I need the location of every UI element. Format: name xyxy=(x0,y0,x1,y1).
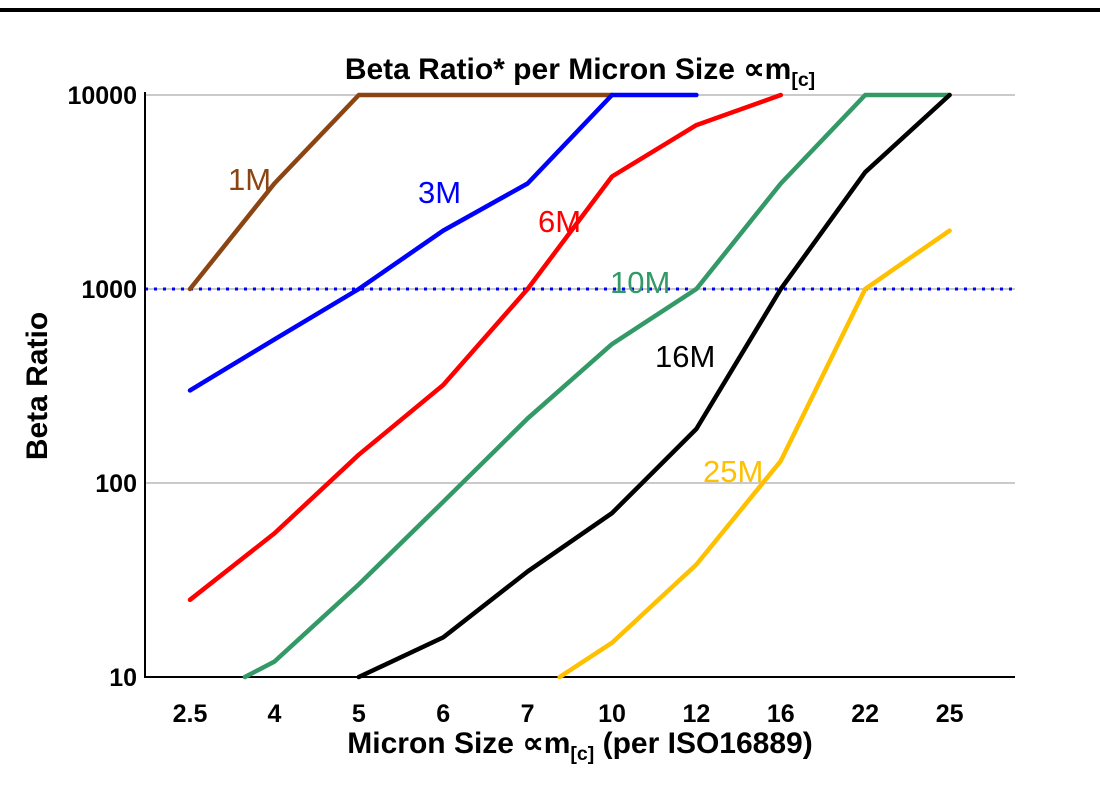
x-tick-label-16: 16 xyxy=(767,700,795,728)
x-tick-label-10: 10 xyxy=(598,700,626,728)
x-axis-label-post: (per ISO16889) xyxy=(594,727,813,760)
x-tick-label-6: 6 xyxy=(436,700,450,728)
chart-title-text: Beta Ratio* per Micron Size ∝m xyxy=(344,53,792,86)
x-tick-label-5: 5 xyxy=(352,700,366,728)
x-axis-label-subscript: [c] xyxy=(570,743,595,765)
series-label-3M: 3M xyxy=(418,175,461,210)
x-tick-label-2.5: 2.5 xyxy=(173,700,208,728)
series-line-1M xyxy=(187,92,615,292)
y-tick-label-1000: 1000 xyxy=(81,276,137,304)
series-label-10M: 10M xyxy=(610,265,670,300)
y-tick-label-10000: 10000 xyxy=(67,82,137,110)
x-tick-label-22: 22 xyxy=(851,700,879,728)
series-line-3M xyxy=(187,92,699,393)
series-label-1M: 1M xyxy=(228,162,271,197)
x-tick-label-7: 7 xyxy=(521,700,535,728)
series-line-10M xyxy=(242,92,952,680)
chart-title-subscript: [c] xyxy=(791,69,816,91)
series-label-16M: 16M xyxy=(655,339,715,374)
x-tick-label-25: 25 xyxy=(936,700,964,728)
y-tick-label-100: 100 xyxy=(95,470,137,498)
x-tick-label-12: 12 xyxy=(682,700,710,728)
chart-title: Beta Ratio* per Micron Size ∝m[c] xyxy=(145,52,1015,92)
x-axis-label: Micron Size ∝m[c] (per ISO16889) xyxy=(145,726,1015,766)
series-label-25M: 25M xyxy=(703,454,763,489)
series-line-6M xyxy=(187,92,784,603)
series-line-25M xyxy=(557,228,952,680)
y-tick-label-10: 10 xyxy=(109,664,137,692)
x-axis-label-pre: Micron Size ∝m xyxy=(347,727,571,760)
top-border-line xyxy=(0,8,1100,12)
series-label-6M: 6M xyxy=(538,204,581,239)
x-tick-label-4: 4 xyxy=(267,700,281,728)
series-line-16M xyxy=(356,92,952,680)
